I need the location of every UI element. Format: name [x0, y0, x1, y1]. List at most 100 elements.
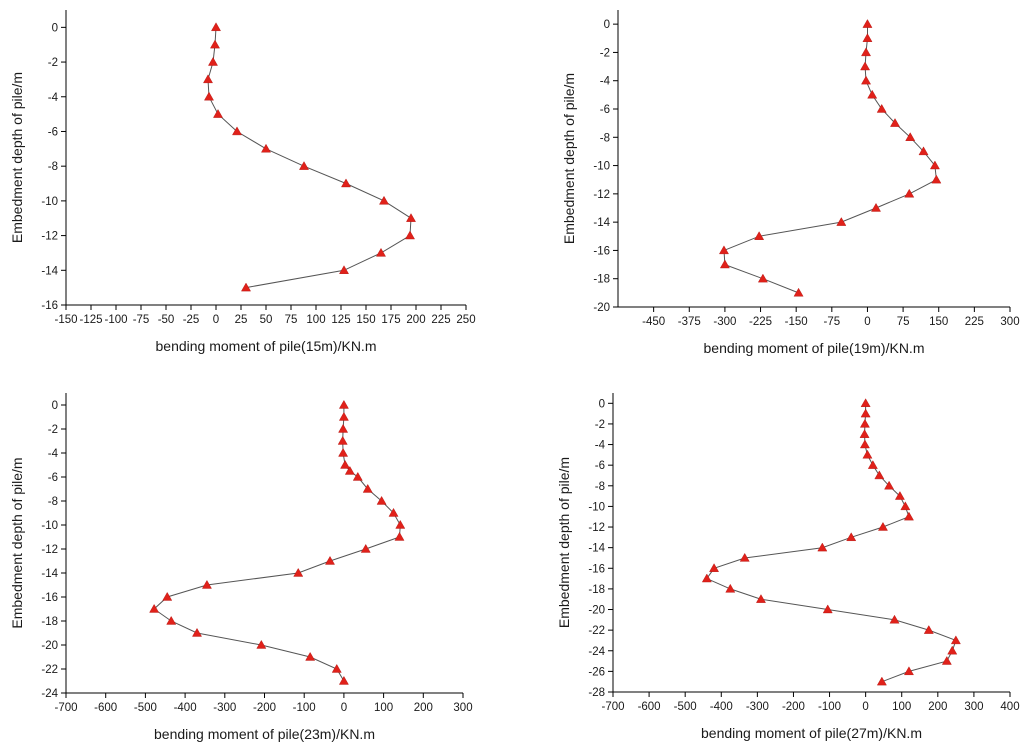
x-tick-label: 200	[928, 701, 947, 713]
y-tick-label: 0	[604, 19, 610, 31]
data-point	[406, 213, 416, 222]
y-tick-label: 0	[52, 400, 58, 412]
data-point	[719, 245, 729, 255]
x-tick-label: -200	[253, 702, 276, 714]
x-tick-label: 300	[964, 701, 983, 713]
data-point	[204, 91, 214, 101]
y-tick-label: -4	[48, 448, 59, 460]
x-tick-label: 200	[406, 314, 425, 326]
data-point	[166, 615, 177, 625]
y-tick-label: -14	[41, 265, 58, 277]
x-tick-label: -50	[158, 314, 175, 326]
data-point	[941, 656, 952, 665]
y-tick-label: -22	[41, 664, 58, 676]
data-point	[203, 74, 213, 84]
data-point	[376, 495, 387, 505]
y-tick-label: -14	[593, 217, 610, 229]
data-point	[860, 61, 871, 71]
x-tick-label: 200	[414, 702, 433, 714]
x-tick-label: 0	[862, 701, 868, 713]
x-tick-label: 300	[1000, 316, 1019, 328]
x-tick-label: 250	[456, 314, 475, 326]
data-point	[293, 567, 304, 577]
data-point	[859, 429, 870, 438]
x-axis-title: bending moment of pile(19m)/KN.m	[704, 340, 925, 356]
x-tick-label: 125	[331, 314, 350, 326]
y-tick-label: -16	[593, 245, 610, 257]
x-tick-label: -600	[638, 701, 661, 713]
y-tick-label: -10	[588, 501, 605, 513]
x-tick-label: 225	[431, 314, 450, 326]
series-line	[706, 403, 957, 683]
x-tick-label: 0	[864, 316, 870, 328]
data-point	[208, 57, 218, 66]
data-point	[862, 33, 873, 42]
data-point	[890, 118, 900, 127]
x-tick-label: 100	[306, 314, 325, 326]
data-point	[395, 519, 406, 529]
y-tick-label: -8	[48, 161, 58, 173]
x-tick-label: 75	[285, 314, 298, 326]
y-tick-label: -12	[41, 231, 58, 243]
data-point	[394, 531, 405, 541]
data-point	[817, 542, 828, 552]
y-tick-label: -2	[595, 419, 605, 431]
y-tick-label: 0	[599, 398, 605, 410]
y-tick-label: -2	[48, 424, 58, 436]
data-point	[201, 579, 212, 589]
data-point	[261, 143, 271, 153]
series-line	[207, 27, 412, 289]
data-point	[950, 635, 961, 645]
data-point	[213, 109, 223, 118]
data-point	[338, 423, 349, 433]
data-point	[900, 501, 911, 511]
x-tick-label: -300	[713, 316, 736, 328]
x-tick-label: 100	[374, 702, 393, 714]
data-point	[836, 217, 847, 226]
data-point	[211, 22, 221, 32]
y-tick-label: -4	[595, 440, 606, 452]
data-point	[232, 126, 242, 136]
y-tick-label: -18	[41, 616, 58, 628]
data-point	[876, 676, 887, 686]
data-point	[701, 573, 712, 583]
data-point	[331, 663, 342, 673]
data-point	[362, 483, 373, 493]
x-tick-label: 150	[356, 314, 375, 326]
y-tick-label: -20	[593, 302, 610, 314]
data-point	[859, 439, 870, 449]
x-tick-label: 25	[235, 314, 248, 326]
data-point	[756, 594, 766, 603]
data-point	[793, 287, 804, 297]
y-tick-label: -28	[588, 687, 605, 699]
x-axis-title: bending moment of pile(27m)/KN.m	[701, 725, 922, 741]
chart-panel-1: 0 -2 -4 -6 -8 -10 -12 -14 -16 -150 -125 -100 -75 -50-…	[9, 10, 476, 354]
y-tick-label: -6	[600, 104, 610, 116]
data-point	[931, 174, 942, 184]
data-point	[947, 645, 958, 655]
data-point	[862, 449, 873, 459]
x-tick-label: -225	[749, 316, 772, 328]
y-tick-label: -16	[41, 592, 58, 604]
x-tick-label: -400	[174, 702, 197, 714]
y-tick-label: 0	[52, 22, 58, 34]
data-point	[210, 39, 220, 49]
y-tick-label: -26	[588, 666, 605, 678]
data-point	[256, 639, 267, 649]
y-tick-label: -10	[41, 196, 58, 208]
x-tick-label: -25	[183, 314, 200, 326]
x-tick-label: -700	[601, 701, 624, 713]
data-point	[338, 447, 349, 457]
chart-panel-4: 0 -2 -4 -6 -8 -10 -12 -14 -16 -18 -20 -22 -24 -26 -28 -…	[556, 393, 1020, 741]
y-tick-label: -24	[588, 646, 605, 658]
y-tick-label: -18	[588, 584, 605, 596]
y-tick-label: -16	[41, 300, 58, 312]
chart-panel-2: 0 -2 -4 -6 -8 -10 -12 -14 -16 -18 -20 -450 -375 -300 -…	[561, 10, 1020, 356]
data-point	[338, 675, 349, 685]
data-point	[352, 471, 363, 481]
x-tick-label: -75	[133, 314, 150, 326]
x-tick-label: -300	[746, 701, 769, 713]
x-tick-label: 75	[897, 316, 910, 328]
data-point	[867, 89, 878, 99]
data-point	[860, 398, 871, 407]
